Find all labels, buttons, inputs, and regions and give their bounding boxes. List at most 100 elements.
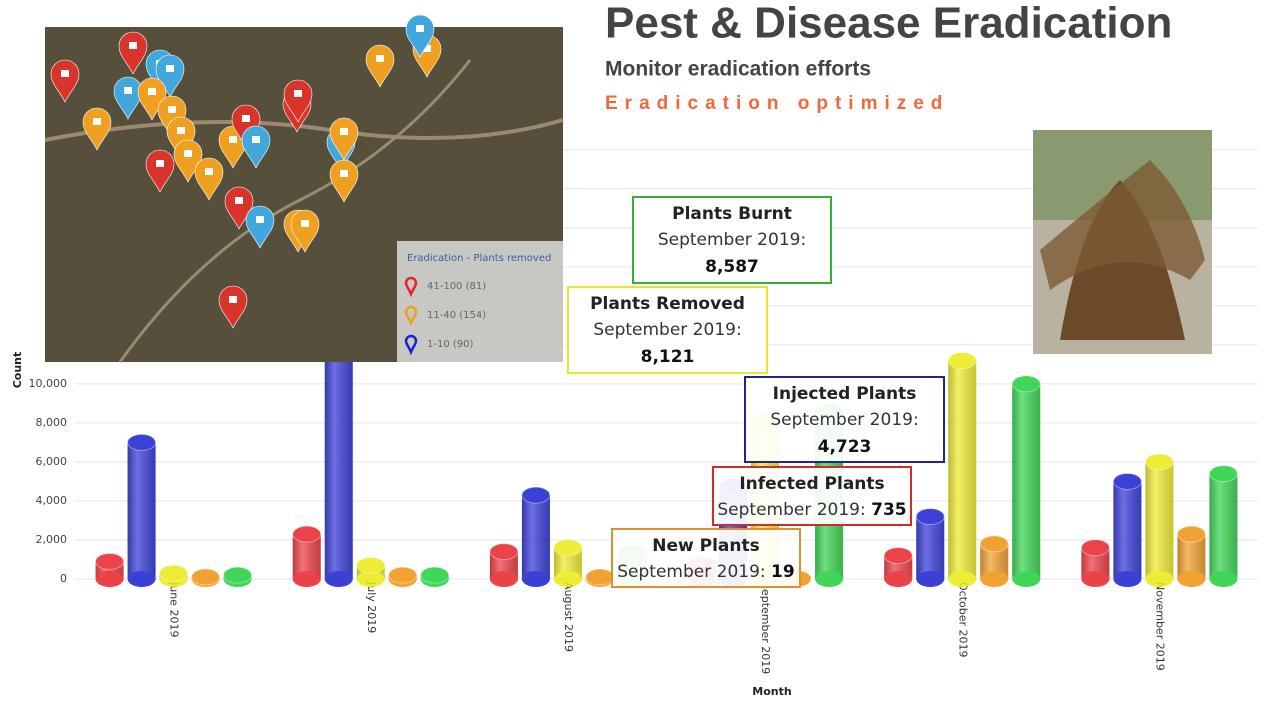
y-tick-label: 2,000 <box>36 533 68 546</box>
map-pin <box>405 14 435 58</box>
bar-top <box>223 566 253 584</box>
tooltip-date: September 2019: <box>658 230 806 250</box>
map-pin <box>329 117 359 161</box>
bar-shade <box>1012 383 1041 579</box>
map-pin-icon <box>156 160 164 167</box>
map-pin <box>118 31 148 75</box>
tooltip-value: 19 <box>771 562 795 582</box>
bar-shade <box>127 442 156 579</box>
x-tick-label: June 2019 <box>168 581 181 637</box>
map-pin-icon <box>184 150 192 157</box>
bar-bottom <box>884 571 913 587</box>
bar-top <box>489 543 519 561</box>
map-road <box>118 59 472 363</box>
bar-top <box>1080 539 1110 557</box>
bar-bottom <box>1113 571 1142 587</box>
map-legend-pin <box>404 334 418 356</box>
map-legend-pin <box>404 305 418 327</box>
tooltip: New Plants September 2019: 19 <box>611 528 801 588</box>
tooltip-title: Plants Burnt <box>672 204 792 224</box>
bar <box>1144 453 1174 587</box>
map-legend-label: 11-40 (154) <box>427 310 486 321</box>
bar-top <box>1011 375 1041 393</box>
map-legend-label: 1-10 (90) <box>427 339 474 350</box>
tooltip-title: Injected Plants <box>773 384 917 404</box>
bar-bottom <box>553 571 582 587</box>
bar-bottom <box>1012 571 1041 587</box>
x-tick-label: October 2019 <box>956 582 969 658</box>
y-tick-label: 4,000 <box>36 494 68 507</box>
map-pin-icon <box>294 90 302 97</box>
bar-shade <box>948 360 977 579</box>
x-axis-label: Month <box>752 685 791 698</box>
title: Pest & Disease Eradication <box>605 0 1172 48</box>
map: Eradication - Plants removed 41-100 (81) 1… <box>44 14 564 363</box>
map-legend-title: Eradication - Plants removed <box>407 253 551 264</box>
map-pin <box>145 149 175 193</box>
x-tick-label: August 2019 <box>562 582 575 652</box>
bar <box>553 539 583 587</box>
bar-bottom <box>980 571 1009 587</box>
map-pin-icon <box>61 70 69 77</box>
map-pin <box>194 157 224 201</box>
bar <box>159 564 189 587</box>
map-pin <box>329 159 359 203</box>
bar-top <box>292 525 322 543</box>
bar-bottom <box>916 571 945 587</box>
bar-top <box>191 568 221 586</box>
bar-bottom <box>1081 571 1110 587</box>
map-pin-icon <box>242 115 250 122</box>
y-tick-label: 8,000 <box>36 416 68 429</box>
map-pin-icon <box>340 128 348 135</box>
bar-top <box>127 433 157 451</box>
bar <box>324 326 354 587</box>
bar <box>420 566 450 587</box>
bar-top <box>883 547 913 565</box>
bar <box>191 568 221 587</box>
bar-bottom <box>127 571 156 587</box>
map-pin <box>241 125 271 169</box>
map-pin-icon <box>376 55 384 62</box>
subtitle: Monitor eradication efforts <box>605 58 871 81</box>
bar-shade <box>916 516 945 579</box>
bar-top <box>388 566 418 584</box>
bar-bottom <box>948 571 977 587</box>
map-pin-icon <box>340 170 348 177</box>
bar-bottom <box>95 571 124 587</box>
map-pin-icon <box>252 136 260 143</box>
bar-shade <box>1145 461 1174 579</box>
bar-bottom <box>489 571 518 587</box>
bar <box>521 486 551 587</box>
tooltip-box <box>712 466 912 526</box>
bar <box>947 351 977 587</box>
map-pin <box>245 205 275 249</box>
map-pin <box>290 209 320 253</box>
y-tick-label: 0 <box>60 572 67 585</box>
tooltip-title: New Plants <box>652 536 760 556</box>
bar <box>388 566 418 587</box>
tooltip-box <box>567 286 768 374</box>
map-pin-icon <box>229 296 237 303</box>
tooltip: Plants Burnt September 2019: 8,587 <box>632 196 832 284</box>
bar <box>1080 539 1110 587</box>
bar-shade <box>324 335 353 579</box>
y-tick-label: 10,000 <box>29 377 68 390</box>
tooltip-box <box>611 528 801 588</box>
bar <box>489 543 519 587</box>
map-legend-box <box>397 241 563 362</box>
bar <box>1011 375 1041 587</box>
bar <box>1208 465 1238 587</box>
bar-bottom <box>356 571 385 587</box>
bar <box>585 568 615 587</box>
tooltip-value: 8,587 <box>705 257 759 277</box>
photo <box>1033 130 1212 354</box>
map-legend-pin <box>404 276 418 298</box>
bar-top <box>1144 453 1174 471</box>
bar <box>979 535 1009 587</box>
tooltip-title: Infected Plants <box>739 474 884 494</box>
y-tick-label: 6,000 <box>36 455 68 468</box>
map-pin <box>283 79 313 123</box>
bar-bottom <box>815 571 844 587</box>
tooltip-date: September 2019: <box>617 562 765 582</box>
